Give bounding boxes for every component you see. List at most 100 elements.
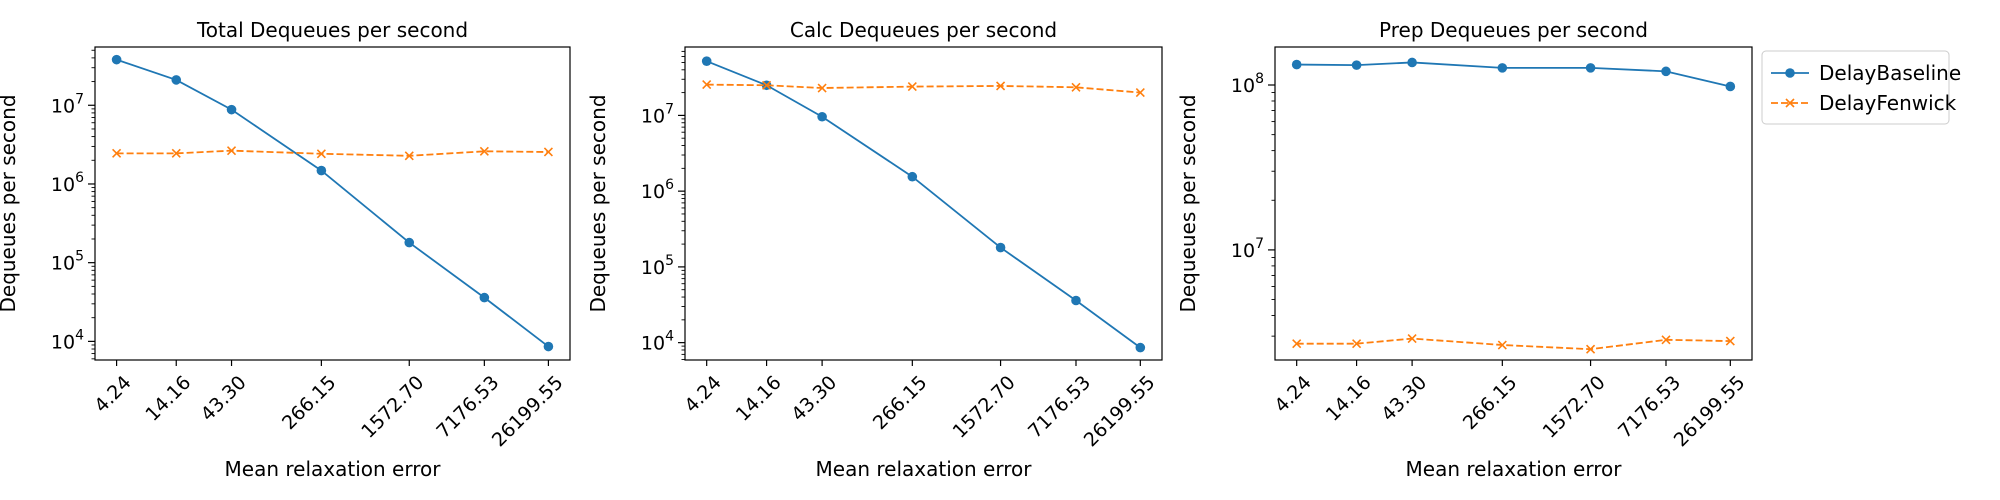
data-point: [907, 171, 918, 182]
x-tick-label: 14.16: [141, 372, 195, 426]
data-point: [1407, 57, 1417, 68]
series-DelayFenwick: [1292, 334, 1735, 354]
subplot-3: Prep Dequeues per second Mean relaxation …: [1176, 18, 1753, 481]
x-tick-label: 4.24: [680, 372, 725, 417]
data-point: [1661, 66, 1671, 77]
y-tick-label: 106: [51, 170, 84, 196]
legend-frame: [1761, 50, 1950, 125]
data-point: [1586, 344, 1596, 354]
legend-marker: [1785, 98, 1795, 108]
legend-item-DelayBaseline: DelayBaseline: [1771, 61, 1961, 85]
data-point: [1352, 339, 1362, 349]
data-point: [226, 146, 237, 156]
data-point: [479, 146, 489, 156]
data-point: [171, 148, 181, 158]
legend-item-DelayFenwick: DelayFenwick: [1771, 91, 1957, 115]
data-point: [1292, 339, 1302, 349]
series-DelayBaseline: [111, 54, 554, 352]
data-point: [995, 242, 1006, 253]
y-tick-label: 106: [641, 177, 674, 203]
x-tick-label: 4.24: [90, 372, 135, 417]
x-tick-label: 43.30: [787, 372, 841, 426]
x-tick-label: 266.15: [869, 372, 932, 435]
data-point: [1351, 60, 1362, 70]
y-tick-label: 104: [641, 329, 674, 355]
series-line: [116, 58, 549, 348]
x-axis-label: Mean relaxation error: [225, 457, 442, 481]
y-tick-label: 107: [1231, 236, 1264, 262]
data-point: [907, 82, 917, 92]
data-point: [1071, 82, 1081, 92]
x-axis-label: Mean relaxation error: [1406, 457, 1623, 481]
y-tick-label: 108: [1231, 71, 1264, 97]
x-tick-label: 43.30: [197, 372, 251, 426]
series-DelayFenwick: [112, 146, 553, 161]
data-point: [1071, 295, 1081, 306]
data-point: [543, 147, 553, 157]
data-point: [1585, 63, 1596, 73]
data-point: [1407, 334, 1417, 344]
x-tick-label: 26199.55: [1080, 372, 1160, 452]
legend-label: DelayBaseline: [1819, 61, 1961, 85]
legend: DelayBaseline DelayFenwick: [1761, 50, 1961, 125]
plot-frame: [684, 46, 1163, 361]
data-point: [817, 83, 827, 93]
data-point: [1291, 59, 1302, 70]
x-tick-label: 26199.55: [1670, 372, 1750, 452]
series-DelayFenwick: [702, 80, 1145, 98]
legend-label: DelayFenwick: [1819, 91, 1957, 115]
x-tick-label: 1572.70: [1539, 372, 1610, 443]
data-point: [1725, 336, 1735, 346]
data-point: [543, 341, 554, 352]
data-point: [404, 237, 415, 248]
data-point: [112, 148, 122, 158]
data-point: [701, 56, 712, 66]
data-point: [996, 81, 1006, 91]
data-point: [171, 75, 182, 85]
x-tick-label: 1572.70: [949, 372, 1020, 443]
y-tick-label: 107: [641, 101, 674, 127]
data-point: [1725, 81, 1736, 92]
x-tick-label: 43.30: [1377, 372, 1431, 426]
y-tick-label: 105: [641, 253, 674, 279]
data-point: [316, 165, 327, 176]
series-DelayBaseline: [701, 56, 1146, 353]
x-tick-label: 14.16: [732, 372, 786, 426]
data-point: [1497, 340, 1507, 350]
x-tick-label: 4.24: [1270, 372, 1315, 417]
plot-frame: [1274, 46, 1753, 361]
data-point: [1497, 63, 1508, 73]
y-tick-label: 104: [51, 327, 84, 353]
subplot-title: Total Dequeues per second: [196, 18, 468, 42]
data-point: [226, 104, 237, 115]
data-point: [762, 80, 772, 90]
data-point: [479, 292, 490, 303]
data-point: [111, 54, 122, 65]
data-point: [817, 111, 827, 122]
subplot-1: Total Dequeues per second Mean relaxation…: [0, 18, 571, 481]
legend-marker: [1785, 68, 1795, 78]
subplot-title: Prep Dequeues per second: [1379, 18, 1648, 42]
subplot-title: Calc Dequeues per second: [790, 18, 1057, 42]
data-point: [404, 151, 414, 161]
data-point: [702, 80, 712, 90]
y-axis-label: Dequeues per second: [586, 94, 610, 312]
x-tick-label: 266.15: [1459, 372, 1522, 435]
data-point: [1135, 342, 1146, 353]
data-point: [1135, 88, 1145, 98]
y-axis-label: Dequeues per second: [1176, 94, 1200, 312]
x-tick-label: 1572.70: [357, 372, 428, 443]
x-tick-label: 266.15: [278, 372, 341, 435]
y-tick-label: 105: [51, 249, 84, 275]
data-point: [316, 149, 326, 159]
series-DelayBaseline: [1291, 57, 1736, 92]
subplots: Total Dequeues per second Mean relaxation…: [0, 18, 1753, 481]
x-axis-label: Mean relaxation error: [816, 457, 1033, 481]
data-point: [1661, 335, 1671, 345]
subplot-2: Calc Dequeues per second Mean relaxation …: [586, 18, 1163, 481]
plot-frame: [94, 46, 571, 361]
y-axis-label: Dequeues per second: [0, 94, 20, 312]
x-tick-label: 14.16: [1322, 372, 1376, 426]
y-tick-label: 107: [51, 91, 84, 117]
